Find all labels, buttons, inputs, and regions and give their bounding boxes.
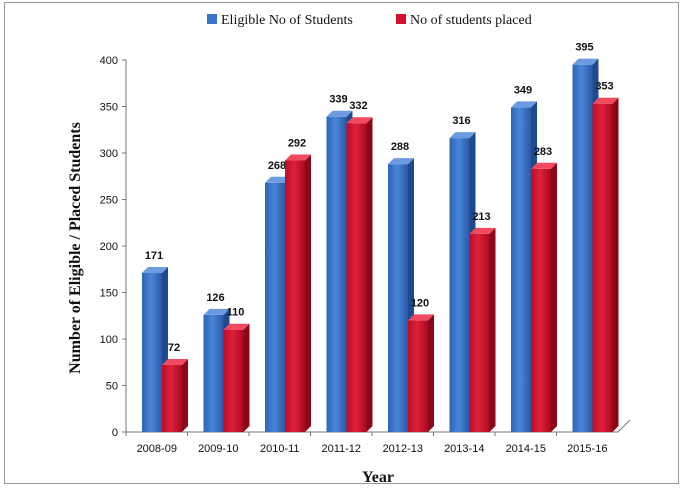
data-label: 110: [227, 307, 245, 319]
floor-edge: [617, 419, 631, 433]
data-label: 339: [329, 94, 347, 106]
data-label: 283: [534, 146, 552, 158]
bar-placed-top: [346, 117, 373, 124]
x-tick-label: 2014-15: [506, 443, 546, 455]
legend: Eligible No of Students No of students p…: [207, 13, 532, 28]
bar-eligible: [572, 64, 593, 433]
data-label: 288: [391, 141, 409, 153]
data-label: 120: [411, 297, 429, 309]
bar-placed-side: [243, 323, 250, 432]
x-tick-label: 2010-11: [260, 443, 300, 455]
y-tick-label: 0: [112, 427, 118, 439]
y-tick-label: 100: [100, 334, 118, 346]
x-tick-label: 2011-12: [321, 443, 361, 455]
bar-eligible-top: [326, 110, 353, 117]
data-label: 171: [145, 250, 163, 262]
bar-placed-top: [285, 154, 311, 161]
legend-swatch-eligible: [207, 14, 217, 24]
bar-eligible-top: [572, 58, 599, 65]
x-tick-label: 2008-09: [137, 443, 177, 455]
bar-eligible: [388, 164, 408, 432]
bar-eligible-top: [388, 158, 414, 165]
data-label: 72: [168, 342, 180, 354]
y-tick-label: 350: [100, 102, 118, 114]
legend-label-placed: No of students placed: [410, 13, 532, 28]
bar-eligible-top: [203, 308, 230, 315]
bar-placed: [162, 365, 182, 432]
bar-eligible-top: [449, 132, 476, 139]
bar-placed-side: [182, 359, 188, 432]
legend-swatch-placed: [396, 14, 406, 24]
bar-placed-top: [469, 227, 496, 234]
x-tick-label: 2009-10: [198, 443, 238, 455]
y-tick-label: 50: [106, 381, 118, 393]
bar-eligible-top: [142, 266, 168, 273]
bar-placed: [408, 320, 428, 432]
bar-eligible-top: [265, 176, 291, 183]
y-tick-label: 300: [100, 148, 118, 160]
y-axis-title: Number of Eligible / Placed Students: [67, 122, 84, 374]
legend-label-eligible: Eligible No of Students: [221, 13, 353, 28]
axes: 0 50 100 150 200 250 300 350 400 2008-09 2009-10 20…: [100, 55, 631, 455]
bar-placed: [346, 123, 367, 433]
bar-placed-top: [531, 162, 557, 169]
bar-placed-top: [223, 323, 250, 330]
data-label: 213: [472, 211, 490, 223]
data-label: 126: [206, 292, 224, 304]
data-label: 268: [268, 160, 286, 172]
bar-placed-side: [366, 117, 373, 433]
bar-placed: [469, 233, 490, 432]
bar-placed-side: [612, 97, 619, 433]
y-tick-label: 400: [100, 55, 118, 67]
data-label: 349: [514, 84, 532, 96]
bar-eligible: [449, 138, 470, 432]
bar-placed: [285, 160, 305, 432]
x-tick-label: 2013-14: [444, 443, 484, 455]
y-tick-label: 150: [100, 288, 118, 300]
bar-placed-top: [162, 359, 188, 366]
bar-eligible: [511, 107, 531, 433]
bar-placed: [531, 168, 551, 432]
bar-placed: [592, 103, 613, 433]
bar-placed-side: [305, 154, 311, 432]
data-label: 292: [288, 137, 306, 149]
data-label: 316: [452, 115, 470, 127]
bar-eligible: [142, 272, 162, 432]
x-tick-label: 2015-16: [567, 443, 607, 455]
bar-placed: [223, 329, 244, 432]
x-axis-title: Year: [362, 469, 394, 486]
bar-eligible-top: [511, 101, 537, 108]
bar-placed-top: [592, 97, 619, 104]
y-tick-label: 200: [100, 241, 118, 253]
bar-eligible: [326, 116, 347, 432]
bar-eligible: [265, 182, 285, 432]
bar-placed-side: [428, 314, 434, 432]
data-label: 332: [349, 100, 367, 112]
data-label: 395: [575, 42, 593, 54]
y-tick-label: 250: [100, 195, 118, 207]
data-label: 353: [595, 81, 613, 93]
bar-placed-side: [489, 227, 496, 432]
bar-eligible: [203, 314, 224, 432]
bar-placed-top: [408, 314, 434, 321]
x-tick-label: 2012-13: [383, 443, 423, 455]
bar-placed-side: [551, 162, 557, 432]
